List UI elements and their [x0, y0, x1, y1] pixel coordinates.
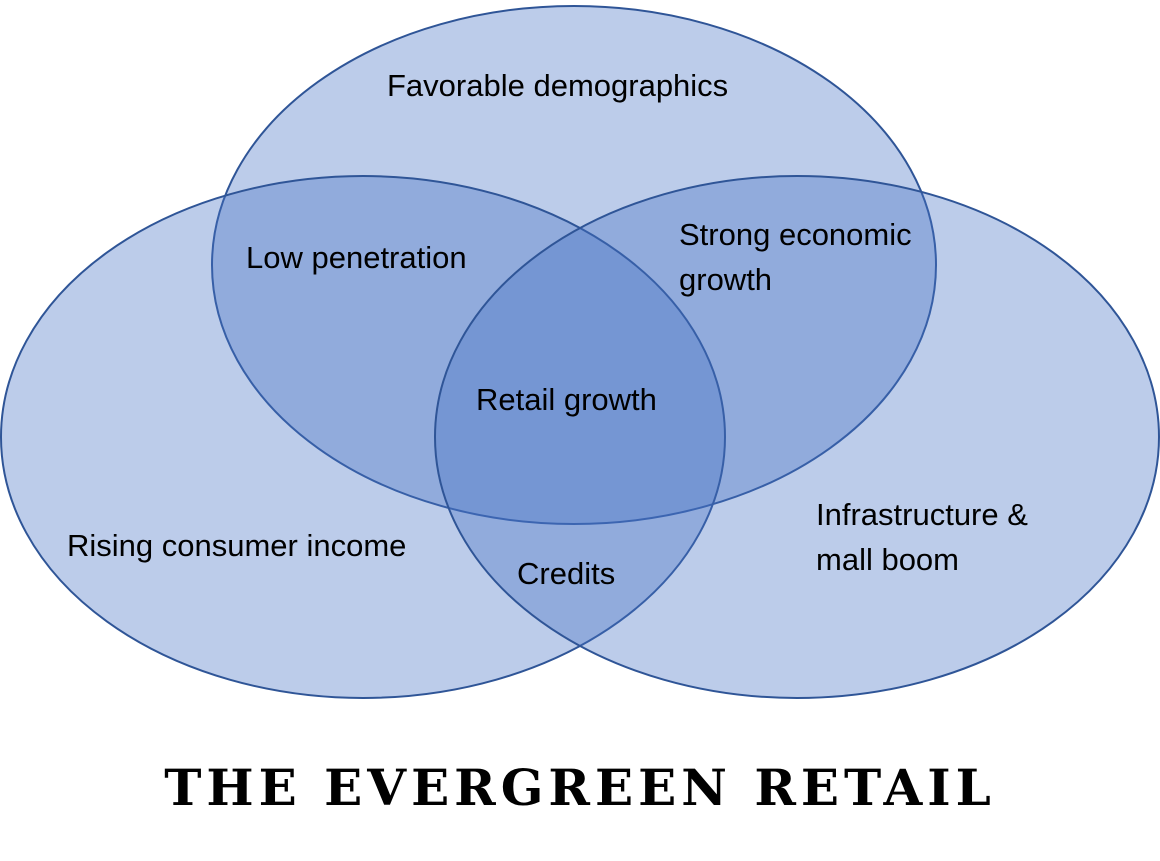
label-favorable-demographics: Favorable demographics [387, 68, 729, 103]
label-low-penetration: Low penetration [246, 240, 467, 275]
label-strong-economic-growth: Strong economic growth [679, 212, 912, 302]
label-strong-economic-growth-line-1: Strong economic [679, 217, 912, 252]
label-retail-growth: Retail growth [476, 382, 657, 417]
page-title: THE EVERGREEN RETAIL [164, 758, 996, 817]
circle-infrastructure-mall-boom [434, 175, 1160, 699]
label-credits: Credits [517, 556, 616, 591]
label-infrastructure-line-2: mall boom [816, 542, 959, 577]
label-rising-consumer-income: Rising consumer income [67, 528, 407, 563]
circle-favorable-demographics [211, 5, 937, 525]
label-infrastructure-mall-boom: Infrastructure & mall boom [816, 492, 1028, 582]
label-strong-economic-growth-line-2: growth [679, 262, 773, 297]
label-infrastructure-line-1: Infrastructure & [816, 497, 1028, 532]
circle-rising-consumer-income [0, 175, 726, 699]
